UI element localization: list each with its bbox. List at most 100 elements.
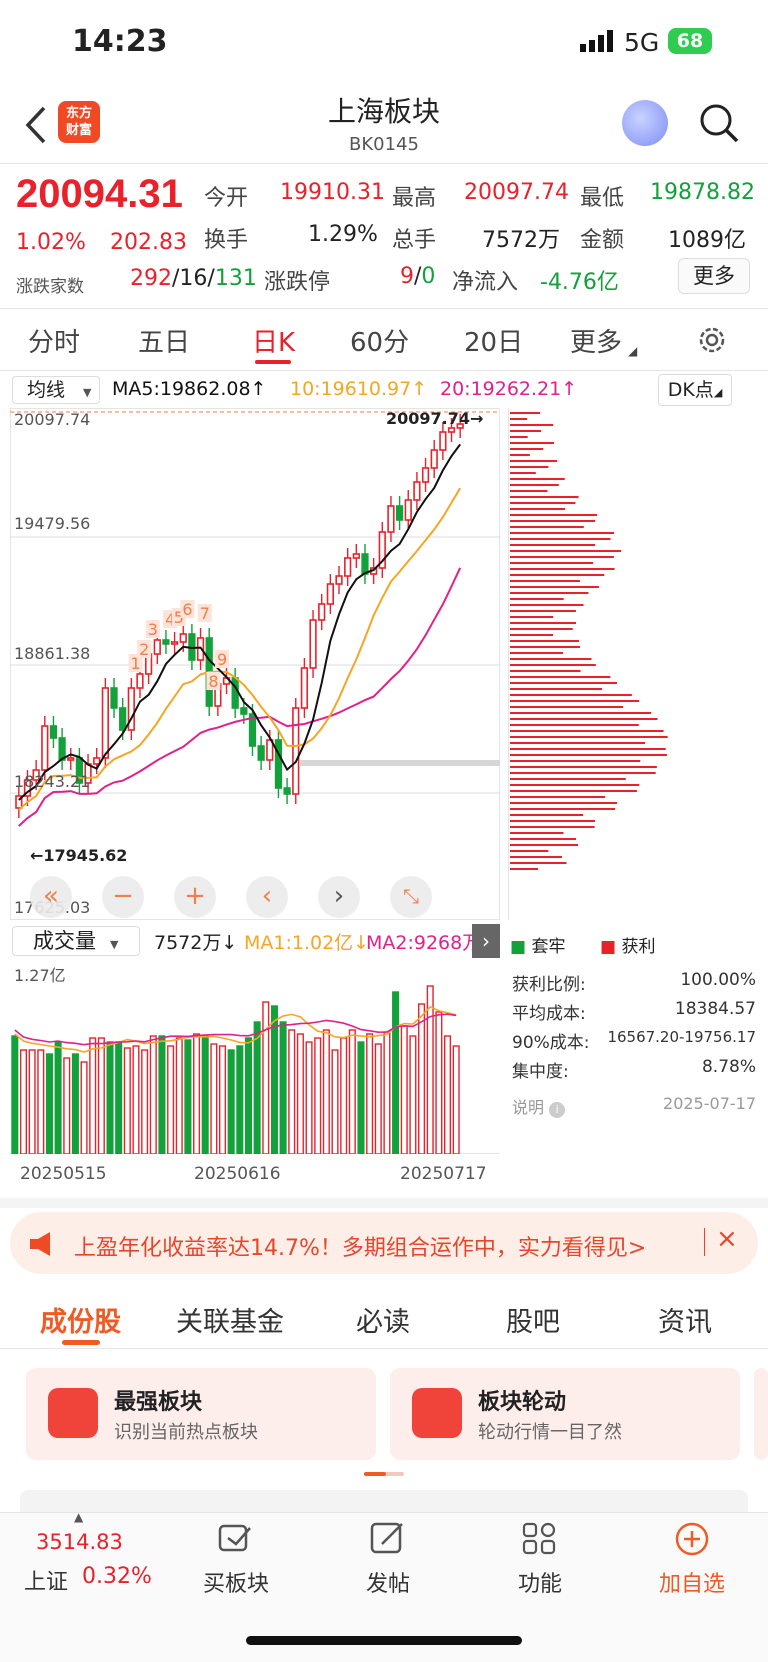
- more-quote-button[interactable]: 更多: [678, 258, 750, 294]
- date-label: 20250515: [20, 1164, 107, 1184]
- volume-bar: [331, 1049, 339, 1154]
- fullscreen-icon[interactable]: ⤡: [390, 876, 432, 918]
- zoom-out-icon[interactable]: −: [102, 876, 144, 918]
- chip-bar: [510, 748, 666, 750]
- app-logo[interactable]: 东方 财富: [58, 101, 100, 143]
- candle-body: [430, 449, 438, 469]
- signal-badge-label: 1: [131, 654, 141, 673]
- candle-body: [421, 467, 430, 483]
- change-percent: 1.02%: [16, 230, 86, 255]
- rotation-icon: [412, 1388, 462, 1438]
- zoom-in-icon[interactable]: +: [174, 876, 216, 918]
- volume-bar: [80, 1061, 88, 1154]
- date-label: 20250717: [400, 1164, 487, 1184]
- volume-bar: [37, 1049, 45, 1154]
- signal-badge-label: 5: [174, 608, 184, 627]
- card-peek: [754, 1368, 768, 1460]
- tab-constituents[interactable]: 成份股: [40, 1307, 121, 1338]
- signal-badge-label: 6: [182, 600, 192, 619]
- nav-add-watchlist[interactable]: 加自选: [642, 1520, 742, 1598]
- index-name[interactable]: 上证: [24, 1570, 69, 1595]
- volume-bar: [322, 1029, 330, 1154]
- volume-bar: [123, 1047, 131, 1154]
- active-tab-indicator: [255, 360, 291, 364]
- megaphone-icon: [30, 1232, 50, 1256]
- tab-forum[interactable]: 股吧: [506, 1307, 560, 1338]
- y-label-2: 19479.56: [14, 514, 91, 533]
- assistant-robot-icon[interactable]: [622, 100, 668, 146]
- candle-body: [352, 553, 360, 559]
- chip-bar: [510, 622, 576, 624]
- dk-point-button[interactable]: DK点◢: [658, 374, 732, 406]
- candle-body: [274, 739, 283, 789]
- network-label: 5G: [624, 28, 660, 57]
- nav-post[interactable]: 发帖: [338, 1520, 438, 1598]
- scroll-far-left-icon[interactable]: «: [30, 876, 72, 918]
- chip-bar: [510, 514, 598, 516]
- volume-current: 7572万↓: [154, 932, 238, 954]
- chip-bar: [510, 628, 573, 630]
- candle-body: [49, 725, 58, 739]
- card-strongest-sector[interactable]: 最强板块 识别当前热点板块: [26, 1368, 376, 1460]
- candle-body: [110, 687, 118, 709]
- tab-must-read[interactable]: 必读: [356, 1307, 410, 1338]
- tab-five-day[interactable]: 五日: [138, 328, 191, 358]
- candle-body: [67, 757, 75, 761]
- volume-indicator-select[interactable]: 成交量 ▼: [12, 926, 140, 956]
- expand-up-icon[interactable]: ▲: [74, 1510, 84, 1524]
- chip-bar: [510, 562, 594, 564]
- signal-badge-label: 2: [139, 640, 149, 659]
- scroll-right-icon[interactable]: ›: [318, 876, 360, 918]
- close-icon[interactable]: ×: [716, 1224, 738, 1254]
- chip-stat-value: 16567.20-19756.17: [607, 1028, 756, 1046]
- scroll-left-icon[interactable]: ‹: [246, 876, 288, 918]
- promo-banner[interactable]: [10, 1212, 758, 1274]
- y-label-4: 18243.21: [14, 772, 91, 791]
- candle-body: [248, 713, 257, 747]
- chip-bar: [510, 694, 632, 696]
- index-value[interactable]: 3514.83: [36, 1530, 123, 1554]
- nav-functions[interactable]: 功能: [490, 1520, 590, 1598]
- y-label-3: 18861.38: [14, 644, 91, 663]
- tab-related-funds[interactable]: 关联基金: [176, 1307, 284, 1338]
- back-arrow-icon[interactable]: [22, 100, 52, 150]
- index-change[interactable]: 0.32%: [82, 1564, 152, 1589]
- chip-bar: [510, 412, 541, 414]
- chip-bar: [510, 490, 548, 492]
- signal-badge-label: 7: [200, 604, 210, 623]
- tab-daily-k[interactable]: 日K: [252, 328, 296, 358]
- chip-bar: [510, 484, 559, 486]
- volume-bar: [141, 1049, 149, 1154]
- candle-body: [162, 639, 170, 645]
- tab-more[interactable]: 更多: [570, 328, 623, 358]
- compose-icon: [370, 1522, 403, 1554]
- tab-20day[interactable]: 20日: [464, 328, 524, 358]
- tab-timeshare[interactable]: 分时: [28, 328, 81, 358]
- nav-buy-sector[interactable]: 买板块: [186, 1520, 286, 1598]
- signal-badge: [180, 600, 195, 618]
- candle-body: [179, 633, 187, 643]
- settings-gear-icon[interactable]: [696, 324, 728, 356]
- volume-bar: [279, 1021, 287, 1154]
- chip-note-link[interactable]: 说明 i: [512, 1094, 566, 1118]
- volume-bar: [296, 1033, 304, 1154]
- search-icon[interactable]: [698, 102, 740, 144]
- candle-body: [309, 619, 317, 669]
- filter-chips-peek: [20, 1490, 748, 1512]
- volume-bar: [435, 1011, 443, 1154]
- tab-60min[interactable]: 60分: [350, 328, 410, 358]
- volume-bar: [210, 1043, 218, 1154]
- chip-bar: [510, 634, 554, 636]
- ma-indicator-select[interactable]: 均线 ▼: [12, 376, 100, 404]
- candle-body: [231, 677, 239, 709]
- tab-news[interactable]: 资讯: [658, 1307, 712, 1338]
- volume-bar: [443, 1035, 452, 1154]
- chip-bar: [510, 724, 639, 726]
- volume-bar: [158, 1035, 166, 1154]
- card-sector-rotation[interactable]: 板块轮动 轮动行情一目了然: [390, 1368, 740, 1460]
- expand-arrow-icon[interactable]: ›: [472, 924, 500, 958]
- chip-bar: [510, 580, 580, 582]
- signal-badge-label: 9: [217, 650, 227, 669]
- amount-value: 1089亿: [668, 228, 746, 253]
